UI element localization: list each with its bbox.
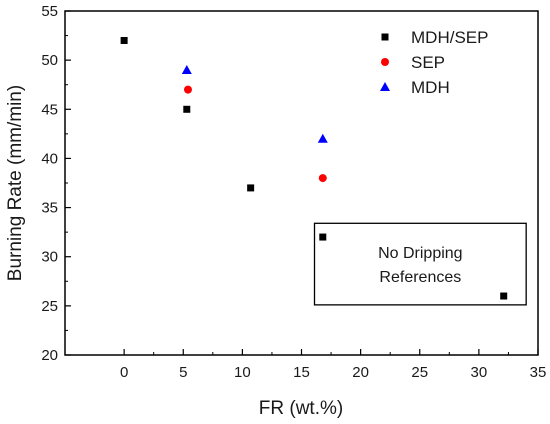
- x-tick-label: 15: [293, 364, 310, 381]
- y-tick-label: 50: [41, 52, 58, 69]
- x-tick-label: 10: [234, 364, 251, 381]
- point-mdh-sep: [247, 184, 255, 192]
- x-tick-label: 30: [471, 364, 488, 381]
- legend-label: MDH: [411, 78, 450, 97]
- y-tick-label: 55: [41, 3, 58, 20]
- annotation-box: No Dripping References: [313, 222, 527, 306]
- point-mdh-sep: [183, 105, 191, 113]
- legend-marker: [380, 82, 390, 91]
- point-mdh-sep: [120, 36, 128, 44]
- x-axis-title: FR (wt.%): [259, 398, 343, 419]
- x-tick-label: 0: [120, 364, 128, 381]
- x-tick-label: 35: [530, 364, 547, 381]
- legend-label: SEP: [411, 53, 445, 72]
- x-tick-label: 25: [411, 364, 428, 381]
- point-mdh-sep: [500, 292, 508, 300]
- point-mdh-sep: [319, 233, 327, 241]
- y-tick-label: 45: [41, 101, 58, 118]
- legend-label: MDH/SEP: [411, 28, 488, 47]
- y-tick-label: 40: [41, 150, 58, 167]
- legend-marker: [381, 33, 389, 41]
- annotation-frame: [313, 222, 527, 306]
- tick-labels: 0 5 10 15 20 25 30 35 20 25 30 35 40 45 50 55: [41, 3, 546, 381]
- plot-area: [65, 11, 538, 355]
- x-tick-label: 5: [179, 364, 187, 381]
- point-mdh: [317, 133, 328, 143]
- y-tick-label: 30: [41, 249, 58, 266]
- legend: MDH/SEP SEP MDH: [380, 28, 488, 97]
- y-tick-label: 25: [41, 298, 58, 315]
- point-sep: [183, 85, 192, 94]
- data-points: [120, 36, 508, 300]
- point-sep: [318, 174, 327, 183]
- y-tick-label: 20: [41, 347, 58, 364]
- y-axis-title: Burning Rate (mm/min): [5, 85, 26, 281]
- legend-marker: [381, 58, 389, 66]
- x-tick-label: 20: [352, 364, 369, 381]
- annotation-line: References: [379, 269, 461, 286]
- annotation-line: No Dripping: [378, 245, 462, 262]
- plot-frame: [64, 10, 539, 356]
- point-mdh: [181, 64, 192, 74]
- y-tick-label: 35: [41, 200, 58, 217]
